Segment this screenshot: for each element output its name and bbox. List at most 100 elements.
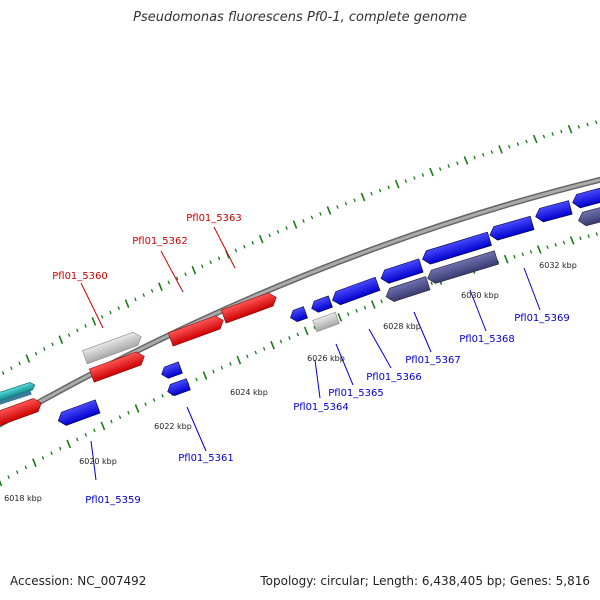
outer-tick <box>595 120 598 125</box>
gene-label-pfl01-5360: Pfl01_5360 <box>52 271 108 282</box>
outer-tick <box>175 276 179 281</box>
inner-tick <box>7 475 10 479</box>
outer-tick <box>360 192 366 202</box>
inner-tick <box>15 470 19 475</box>
inner-tick <box>76 437 79 442</box>
inner-tick <box>236 355 242 365</box>
gene-label-pfl01-5366: Pfl01_5366 <box>366 372 422 383</box>
outer-tick <box>344 201 348 206</box>
outer-tick <box>463 156 469 165</box>
outer-tick <box>438 167 442 171</box>
gene-label-pfl01-5365: Pfl01_5365 <box>328 388 384 399</box>
gene-label-pfl01-5362: Pfl01_5362 <box>132 236 188 247</box>
outer-tick <box>473 155 476 160</box>
outer-tick <box>201 264 204 269</box>
outer-tick <box>421 173 425 177</box>
inner-tick <box>503 254 509 264</box>
inner-tick <box>363 305 367 310</box>
scale-label-6028: 6028 kbp <box>383 322 421 331</box>
gene-label-pfl01-5368: Pfl01_5368 <box>459 334 515 345</box>
inner-tick <box>127 410 130 415</box>
outer-tick <box>292 220 298 229</box>
outer-tick <box>258 234 264 244</box>
outer-tick <box>251 241 254 245</box>
inner-tick <box>546 245 549 250</box>
outer-tick <box>429 167 434 177</box>
outer-tick <box>567 124 573 134</box>
scale-label-6022: 6022 kbp <box>154 422 192 431</box>
gene-label-pfl01-5364: Pfl01_5364 <box>293 402 349 413</box>
inner-tick <box>430 281 433 286</box>
gene-pfl01-5361[interactable] <box>166 378 191 398</box>
outer-tick <box>142 293 145 297</box>
gene-pfl01-5362[interactable] <box>167 314 225 347</box>
inner-tick <box>288 336 291 340</box>
outer-tick <box>387 185 390 190</box>
outer-tick <box>217 256 221 261</box>
inner-tick <box>569 236 575 245</box>
inner-tick <box>246 354 249 359</box>
outer-tick <box>67 333 71 337</box>
gene-pfl01-5359[interactable] <box>56 399 101 428</box>
outer-tick <box>378 188 382 193</box>
outer-tick <box>542 134 546 139</box>
inner-tick <box>370 300 376 309</box>
inner-tick <box>84 432 88 437</box>
outer-tick <box>76 328 79 333</box>
inner-tick <box>161 393 164 398</box>
inner-tick <box>195 377 198 382</box>
outer-tick <box>551 132 554 136</box>
gene-teal[interactable] <box>0 381 37 406</box>
gene-pfl01-5363[interactable] <box>220 291 278 324</box>
inner-tick <box>118 415 122 419</box>
inner-tick <box>296 332 300 337</box>
inner-tick <box>355 309 358 313</box>
gene-blue-5369[interactable] <box>534 200 573 224</box>
inner-tick <box>587 234 590 238</box>
outer-tick <box>560 129 563 134</box>
gene-blue-mid[interactable] <box>379 258 424 285</box>
inner-tick <box>554 243 557 247</box>
gene-gray-2[interactable] <box>312 311 340 333</box>
outer-tick <box>516 142 520 146</box>
inner-tick <box>66 439 72 449</box>
gene-pfl01-5366[interactable] <box>330 276 381 307</box>
outer-tick <box>150 289 154 293</box>
inner-tick <box>346 312 350 316</box>
inner-tick <box>100 421 106 431</box>
inner-tick <box>313 325 316 330</box>
gene-pfl01-5367[interactable] <box>384 276 431 304</box>
gene-pfl01-5360[interactable] <box>88 350 146 383</box>
inner-tick <box>152 398 156 402</box>
inner-tick <box>529 250 533 254</box>
scale-label-6018: 6018 kbp <box>4 494 42 503</box>
gene-label-pfl01-5367: Pfl01_5367 <box>405 355 461 366</box>
outer-tick <box>525 139 528 144</box>
scale-label-6030: 6030 kbp <box>461 291 499 300</box>
outer-tick <box>51 342 54 347</box>
gene-gray-1[interactable] <box>82 330 143 365</box>
gene-dark-edge[interactable] <box>577 204 600 227</box>
gene-blue-5368[interactable] <box>488 215 535 242</box>
gene-pfl01-5365[interactable] <box>310 295 333 314</box>
scale-label-6020: 6020 kbp <box>79 457 117 466</box>
gene-dark-long[interactable] <box>426 250 499 285</box>
outer-tick-track <box>1 120 598 375</box>
gene-pfl01-5364[interactable] <box>288 306 308 324</box>
inner-tick <box>536 245 542 254</box>
gene-blue-small[interactable] <box>160 361 183 380</box>
outer-tick <box>456 161 459 166</box>
inner-tick <box>595 232 599 236</box>
outer-tick <box>276 229 280 234</box>
inner-tick <box>262 347 266 351</box>
inner-tick <box>303 326 309 336</box>
gene-blue-edge[interactable] <box>571 183 600 209</box>
gene-label-pfl01-5361: Pfl01_5361 <box>178 453 234 464</box>
gene-label-pfl01-5363: Pfl01_5363 <box>186 213 242 224</box>
map-title: Pseudomonas fluorescens Pf0-1, complete … <box>133 10 467 25</box>
outer-tick <box>124 299 130 309</box>
inner-tick <box>254 350 257 355</box>
accession-text: Accession: NC_007492 <box>10 574 147 588</box>
gene-red-left[interactable] <box>0 396 44 429</box>
gene-blue-long[interactable] <box>420 231 492 266</box>
